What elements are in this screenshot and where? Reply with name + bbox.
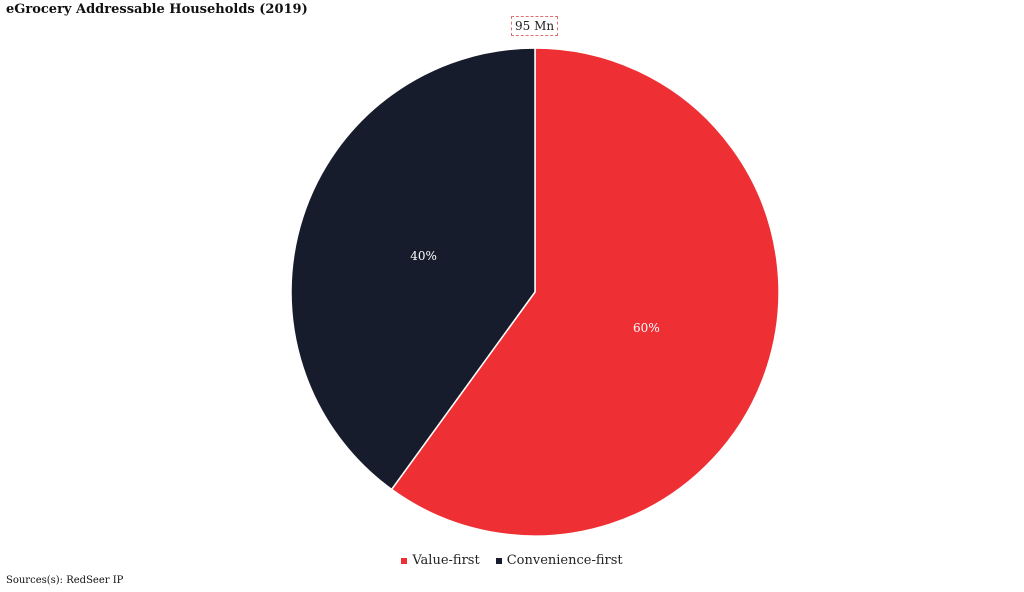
legend-swatch-convenience-first — [495, 557, 502, 564]
data-label-convenience-first: 40% — [410, 249, 437, 263]
legend-item-value-first[interactable]: Value-first — [401, 553, 480, 568]
slice-convenience-first[interactable] — [290, 47, 536, 491]
legend-swatch-value-first — [401, 557, 408, 564]
total-label: 95 Mn — [511, 16, 559, 36]
slice-value-first[interactable] — [390, 47, 780, 537]
legend-label-value-first: Value-first — [412, 553, 480, 568]
legend: Value-first Convenience-first — [0, 553, 1024, 568]
legend-label-convenience-first: Convenience-first — [506, 553, 623, 568]
legend-item-convenience-first[interactable]: Convenience-first — [495, 553, 623, 568]
chart-title: eGrocery Addressable Households (2019) — [6, 2, 308, 17]
data-label-value-first: 60% — [633, 321, 660, 335]
source-note: Sources(s): RedSeer IP — [6, 575, 124, 586]
